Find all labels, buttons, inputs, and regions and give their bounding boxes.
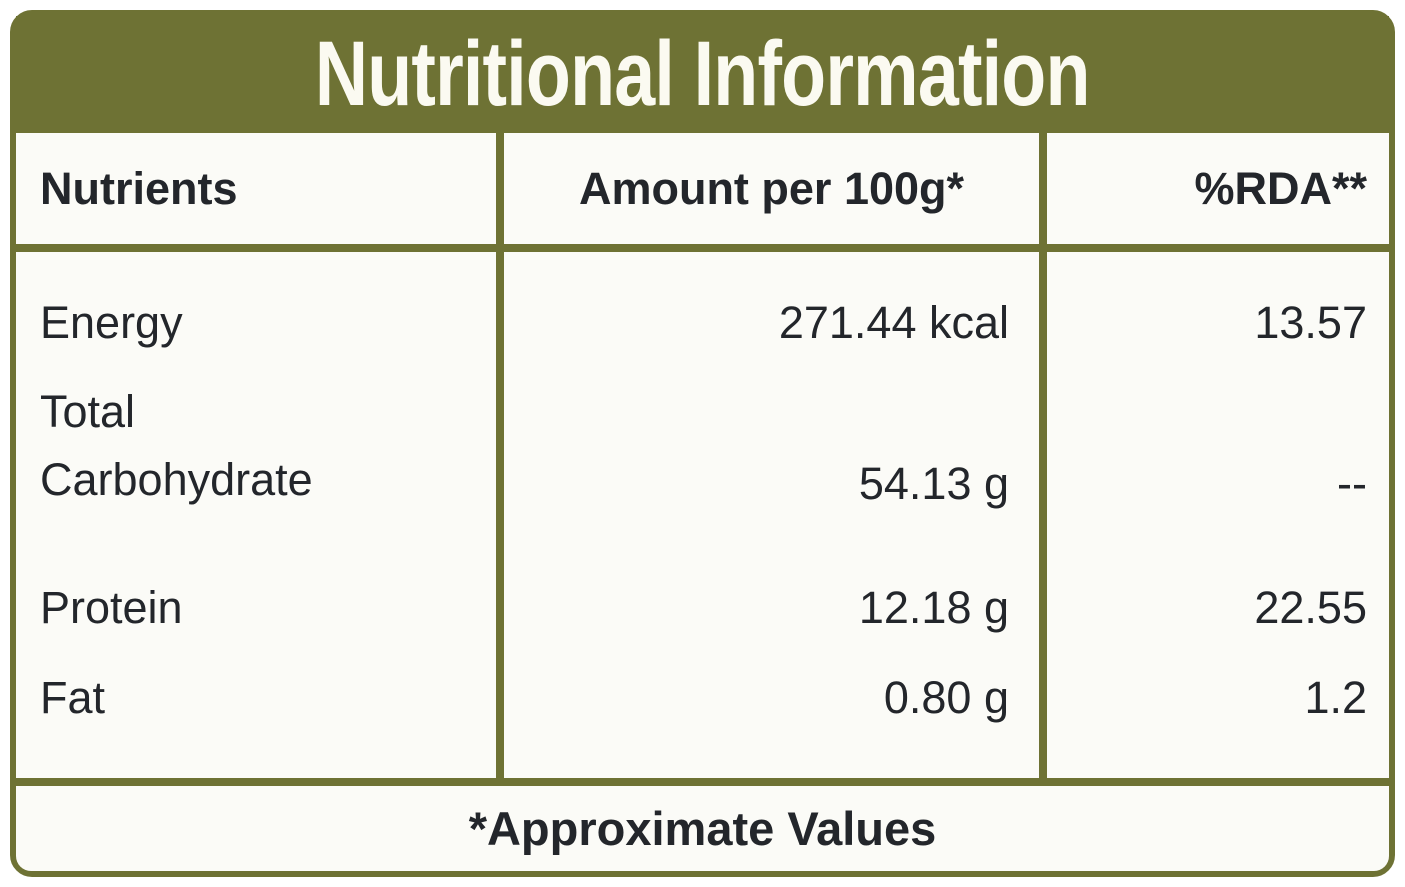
approximate-values-note: *Approximate Values	[468, 802, 937, 855]
column-header-rda: %RDA**	[1194, 162, 1367, 214]
row-spacer	[1047, 518, 1389, 563]
page-title: Nutritional Information	[315, 23, 1091, 125]
table-footer: *Approximate Values	[16, 786, 1389, 871]
nutrient-name-fat: Fat	[40, 672, 106, 723]
rda-energy: 13.57	[1254, 297, 1367, 348]
row-spacer	[504, 518, 1039, 563]
table-header-row: Nutrients Amount per 100g* %RDA**	[16, 133, 1389, 252]
table-body: Energy Total Carbohydrate Protein Fat 27…	[16, 252, 1389, 786]
amount-energy: 271.44 kcal	[778, 297, 1009, 348]
amount-fat: 0.80 g	[883, 672, 1009, 723]
nutrition-label-card: Nutritional Information Nutrients Amount…	[10, 10, 1395, 877]
amount-column: 271.44 kcal 54.13 g 12.18 g 0.80 g	[504, 252, 1047, 778]
nutrients-column: Energy Total Carbohydrate Protein Fat	[16, 252, 504, 778]
nutrition-table: Nutrients Amount per 100g* %RDA** Energy…	[16, 133, 1389, 871]
nutrient-name-protein: Protein	[40, 582, 183, 633]
rda-protein: 22.55	[1254, 582, 1367, 633]
nutrient-name-energy: Energy	[40, 297, 183, 348]
title-bar: Nutritional Information	[16, 16, 1389, 133]
rda-fat: 1.2	[1304, 672, 1367, 723]
row-spacer	[16, 518, 496, 563]
rda-total-carbohydrate: --	[1337, 458, 1367, 509]
column-header-nutrients: Nutrients	[16, 133, 504, 244]
nutrient-name-total-carbohydrate: Total Carbohydrate	[40, 386, 313, 505]
column-header-amount: Amount per 100g*	[504, 133, 1047, 244]
amount-protein: 12.18 g	[858, 582, 1009, 633]
rda-column: 13.57 -- 22.55 1.2	[1047, 252, 1389, 778]
amount-total-carbohydrate: 54.13 g	[858, 458, 1009, 509]
